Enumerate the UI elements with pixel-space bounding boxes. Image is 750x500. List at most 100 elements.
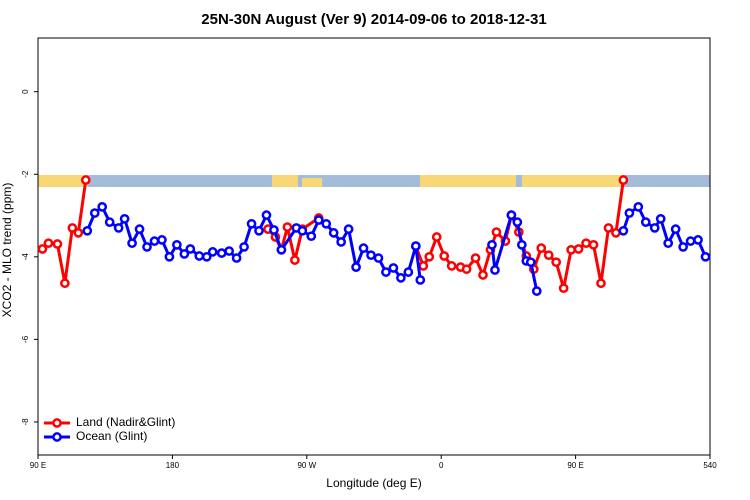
data-point <box>531 286 542 296</box>
data-point <box>306 231 317 242</box>
data-point <box>89 208 100 218</box>
x-tick-label: 180 <box>166 461 180 470</box>
data-point <box>603 223 614 233</box>
data-point <box>381 267 391 277</box>
data-point <box>276 244 287 255</box>
data-point <box>97 202 108 212</box>
data-point <box>573 244 584 254</box>
legend-label: Land (Nadir&Glint) <box>76 415 175 429</box>
data-point <box>80 175 91 185</box>
data-point <box>179 249 190 259</box>
data-point <box>373 253 384 263</box>
data-point <box>410 241 421 251</box>
data-point <box>351 262 361 272</box>
data-point <box>439 251 450 261</box>
data-point <box>516 239 527 250</box>
data-point <box>157 235 167 245</box>
y-tick-label: -2 <box>21 170 30 178</box>
data-point <box>663 238 674 249</box>
legend-marker <box>52 418 62 428</box>
data-point <box>60 278 70 289</box>
x-tick-label: 90 E <box>30 461 46 470</box>
data-point <box>201 251 212 262</box>
data-point <box>596 278 606 289</box>
y-tick-label: -8 <box>21 418 30 426</box>
chart-title: 25N-30N August (Ver 9) 2014-09-06 to 201… <box>201 11 546 28</box>
data-point <box>478 270 488 280</box>
data-point <box>418 261 429 271</box>
data-point <box>491 227 502 237</box>
data-point <box>543 250 554 261</box>
data-point <box>216 248 227 258</box>
x-tick-label: 90 E <box>567 461 583 470</box>
data-point <box>313 215 324 225</box>
data-point <box>403 267 414 277</box>
data-point <box>127 238 137 249</box>
data-point <box>358 243 369 254</box>
data-point <box>525 257 536 268</box>
data-point <box>321 218 332 229</box>
data-point <box>164 251 175 262</box>
x-axis-label: Longitude (deg E) <box>326 476 421 490</box>
data-point <box>134 224 145 235</box>
data-point <box>611 228 621 238</box>
data-point <box>490 265 500 275</box>
data-point <box>685 236 696 246</box>
y-tick-label: -6 <box>21 335 30 343</box>
y-tick-label: -4 <box>21 253 30 261</box>
land-strip <box>522 175 622 187</box>
data-point <box>113 223 124 233</box>
plot-frame <box>37 37 711 456</box>
data-point <box>254 225 264 236</box>
data-point <box>149 236 160 246</box>
data-point <box>655 213 666 224</box>
data-point <box>297 225 308 236</box>
data-point <box>700 251 711 262</box>
data-point <box>536 243 547 254</box>
data-point <box>566 244 576 255</box>
data-point <box>328 228 339 238</box>
x-tick-label: 90 W <box>297 461 316 470</box>
data-point <box>581 238 591 249</box>
data-point <box>269 225 279 235</box>
land-strip <box>420 175 516 187</box>
data-point <box>431 232 442 242</box>
data-point <box>37 244 48 254</box>
data-point <box>670 224 681 235</box>
data-point <box>224 246 234 256</box>
data-point <box>104 217 115 227</box>
data-point <box>207 247 218 257</box>
x-tick-label: 540 <box>703 461 717 470</box>
data-point <box>52 239 63 249</box>
data-point <box>470 253 481 263</box>
data-point <box>506 210 517 220</box>
data-point <box>640 217 651 227</box>
land-strip <box>38 175 88 187</box>
data-point <box>512 217 523 227</box>
data-point <box>678 242 688 252</box>
data-point <box>424 251 435 262</box>
data-point <box>461 264 472 275</box>
x-tick-label: 0 <box>439 461 444 470</box>
data-point <box>618 225 629 236</box>
y-tick-label: 0 <box>21 89 30 94</box>
data-point <box>366 250 376 261</box>
data-point <box>43 238 54 249</box>
data-point <box>618 175 629 185</box>
data-point <box>343 224 354 235</box>
data-point <box>246 218 257 229</box>
data-point <box>231 253 242 263</box>
land-ocean-strip <box>38 175 710 187</box>
data-point <box>282 222 293 232</box>
data-point <box>82 225 93 236</box>
data-point <box>194 251 205 261</box>
data-point <box>396 273 406 283</box>
data-point <box>624 208 635 218</box>
data-point <box>649 223 660 233</box>
data-point <box>446 261 457 271</box>
data-point <box>261 210 272 220</box>
y-axis-label: XCO2 - MLO trend (ppm) <box>0 183 14 318</box>
data-point <box>388 263 399 273</box>
land-strip <box>302 178 322 187</box>
